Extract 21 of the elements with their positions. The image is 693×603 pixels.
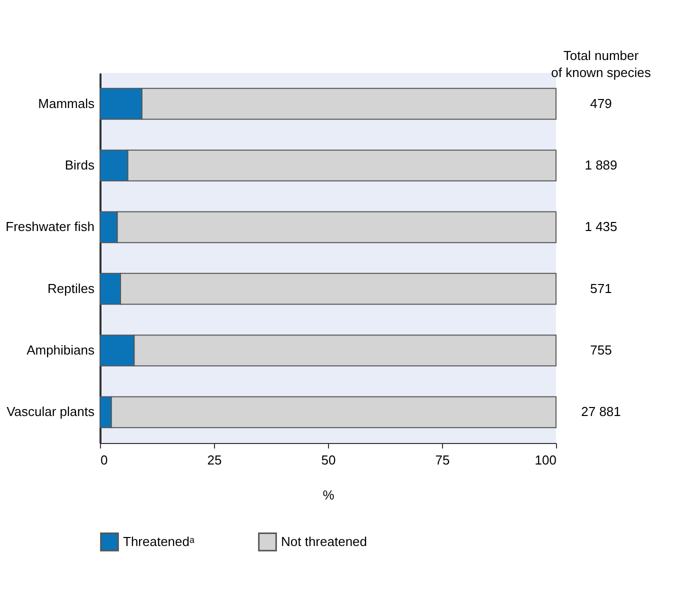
y-tick-label: Vascular plants xyxy=(6,404,95,420)
legend-label: Threatenedᵃ xyxy=(123,534,194,549)
y-tick-label: Amphibians xyxy=(26,342,95,358)
text: 1 435 xyxy=(584,219,618,234)
text: 571 xyxy=(590,280,612,296)
text: 27 881 xyxy=(581,404,621,420)
y-tick-label: Reptiles xyxy=(48,280,95,296)
x-tick-label: 100 xyxy=(534,452,556,468)
x-axis-title: % xyxy=(322,488,335,502)
annotation: Total number of known species xyxy=(551,48,652,80)
text: 479 xyxy=(590,96,612,111)
x-tick-label: 75 xyxy=(435,452,450,468)
x-tick-label: 0 xyxy=(100,452,108,468)
y-tick-label: Freshwater fish xyxy=(6,219,94,234)
x-tick-label: 25 xyxy=(207,452,222,468)
y-tick-label: Birds xyxy=(64,158,95,172)
text: 755 xyxy=(590,342,612,358)
legend-label: Not threatened xyxy=(281,534,368,549)
x-tick-label: 50 xyxy=(321,452,336,468)
y-tick-label: Mammals xyxy=(38,96,95,111)
text: 1 889 xyxy=(584,158,618,172)
